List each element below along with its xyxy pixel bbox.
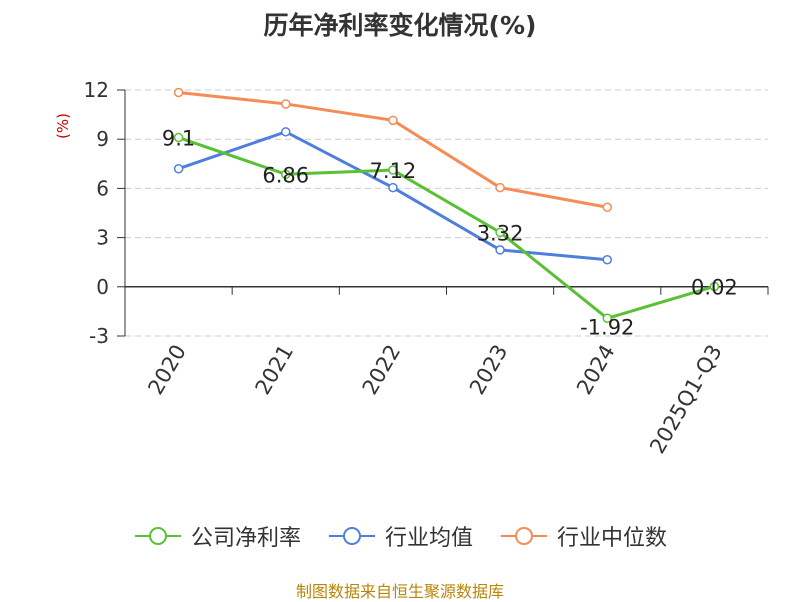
series-1-point-0 <box>173 163 184 174</box>
x-tick-label-2025Q1-Q3: 2025Q1-Q3 <box>645 341 727 458</box>
y-tick-label-0: 0 <box>96 275 109 299</box>
data-label-0: 9.1 <box>162 127 195 151</box>
series-2-point-1 <box>281 99 291 109</box>
legend-marker-company <box>134 527 181 545</box>
series-1-point-3 <box>495 245 505 255</box>
data-label-4: -1.92 <box>580 315 634 339</box>
series-0-point-5 <box>709 281 720 292</box>
legend-item-industry-mean[interactable]: 行业均值 <box>327 520 473 552</box>
x-tick-label-2024: 2024 <box>572 341 620 399</box>
line-chart: -3 0 3 6 9 12 (%) 2020 2021 2022 2023 2024 2025Q1-Q3… <box>54 78 769 458</box>
x-tick-label-2023: 2023 <box>465 341 513 399</box>
legend-item-industry-median[interactable]: 行业中位数 <box>499 520 667 552</box>
data-label-2: 7.12 <box>370 159 417 183</box>
series-1-point-1 <box>281 127 291 137</box>
series-0-point-3 <box>495 227 505 238</box>
y-tick-label-12: 12 <box>84 78 109 102</box>
series-0-point-0 <box>173 132 184 143</box>
legend-label-industry-median: 行业中位数 <box>557 526 668 551</box>
legend-marker-industry-median <box>501 527 547 545</box>
series-0-point-1 <box>281 169 291 180</box>
y-tick-label-3: 3 <box>96 226 109 250</box>
data-label-5: 0.02 <box>691 275 738 299</box>
series-2-point-2 <box>388 115 398 126</box>
chart-title: 历年净利率变化情况(%) <box>263 11 537 40</box>
legend-item-company[interactable]: 公司净利率 <box>133 520 301 552</box>
data-label-3: 3.32 <box>477 221 524 245</box>
series-0-point-2 <box>388 165 398 175</box>
legend: 公司净利率 行业均值 行业中位数 <box>0 520 800 552</box>
legend-marker-industry-mean <box>328 527 375 545</box>
data-label-1: 6.86 <box>262 163 309 187</box>
series-2-point-3 <box>495 182 505 193</box>
x-tick-label-2020: 2020 <box>143 341 191 399</box>
series-1-point-2 <box>388 182 398 193</box>
source-note: 制图数据来自恒生聚源数据库 <box>295 582 504 601</box>
series-2-point-0 <box>173 87 184 98</box>
y-tick-label-6: 6 <box>96 176 109 200</box>
series-2-point-4 <box>602 202 612 213</box>
legend-label-industry-mean: 行业均值 <box>384 526 473 551</box>
x-tick-label-2022: 2022 <box>358 341 406 399</box>
y-axis-label: (%) <box>54 113 72 139</box>
x-tick-label-2021: 2021 <box>251 341 299 399</box>
series-0-point-4 <box>602 313 612 324</box>
legend-label-company: 公司净利率 <box>190 526 301 551</box>
y-tick-label--3: -3 <box>89 324 109 348</box>
series-line-0 <box>178 136 715 320</box>
y-tick-label-9: 9 <box>96 127 109 151</box>
series-1-point-4 <box>602 254 612 265</box>
